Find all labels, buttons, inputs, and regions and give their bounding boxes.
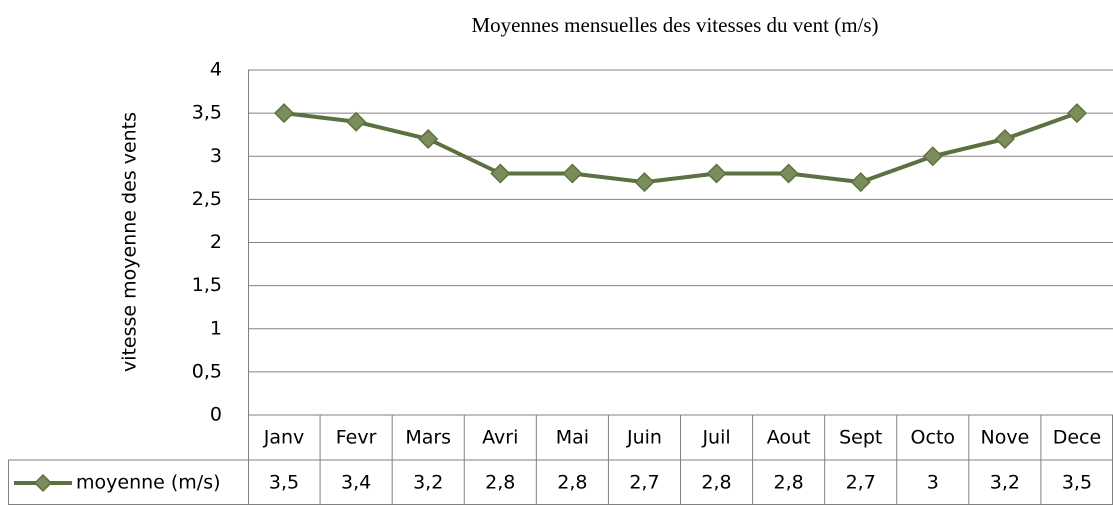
- table-value: 2,8: [557, 472, 587, 494]
- table-value: 3,5: [269, 472, 299, 494]
- x-tick-label: Juil: [701, 427, 730, 449]
- data-point: [562, 163, 583, 184]
- data-point: [346, 111, 367, 132]
- legend-marker: [33, 473, 53, 493]
- table-value: 2,7: [846, 472, 876, 494]
- table-value: 3: [927, 472, 939, 494]
- data-point: [706, 163, 727, 184]
- y-tick-label: 2,5: [192, 188, 222, 210]
- y-tick-label: 1,5: [192, 274, 222, 296]
- x-tick-label: Janv: [263, 427, 305, 449]
- table-value: 2,8: [701, 472, 731, 494]
- x-tick-label: Avri: [482, 427, 518, 449]
- table-value: 3,2: [413, 472, 443, 494]
- table-value: 2,8: [774, 472, 804, 494]
- data-point: [1066, 103, 1088, 124]
- data-point: [490, 163, 511, 184]
- series-line: [283, 111, 1078, 185]
- data-point: [922, 146, 943, 167]
- table-value: 3,5: [1062, 472, 1092, 494]
- x-tick-label: Mars: [405, 427, 451, 449]
- data-point: [634, 172, 655, 193]
- chart-title: Moyennes mensuelles des vitesses du vent…: [471, 13, 878, 37]
- x-tick-label: Juin: [626, 427, 662, 449]
- x-tick-label: Dece: [1053, 427, 1101, 449]
- x-tick-label: Octo: [911, 427, 955, 449]
- y-tick-label: 4: [210, 59, 222, 81]
- x-tick-label: Aout: [767, 427, 811, 449]
- table-value: 2,8: [485, 472, 515, 494]
- data-point: [850, 172, 871, 193]
- legend-label: moyenne (m/s): [76, 472, 221, 494]
- y-tick-label: 3: [210, 145, 222, 167]
- y-tick-label: 3,5: [192, 102, 222, 124]
- y-tick-label: 0,5: [192, 360, 222, 382]
- x-tick-label: Fevr: [336, 427, 377, 449]
- data-point: [273, 103, 295, 124]
- data-point: [994, 128, 1015, 150]
- y-tick-label: 0: [210, 404, 222, 426]
- x-tick-label: Nove: [980, 427, 1029, 449]
- y-tick-label: 1: [210, 317, 222, 339]
- y-tick-label: 2: [210, 231, 222, 253]
- x-tick-label: Mai: [556, 427, 589, 449]
- x-tick-label: Sept: [839, 427, 882, 449]
- y-axis-label: vitesse moyenne des vents: [119, 112, 141, 372]
- data-point: [778, 163, 799, 184]
- table-value: 2,7: [629, 472, 659, 494]
- table-value: 3,2: [990, 472, 1020, 494]
- table-value: 3,4: [341, 472, 371, 494]
- data-point: [418, 128, 439, 150]
